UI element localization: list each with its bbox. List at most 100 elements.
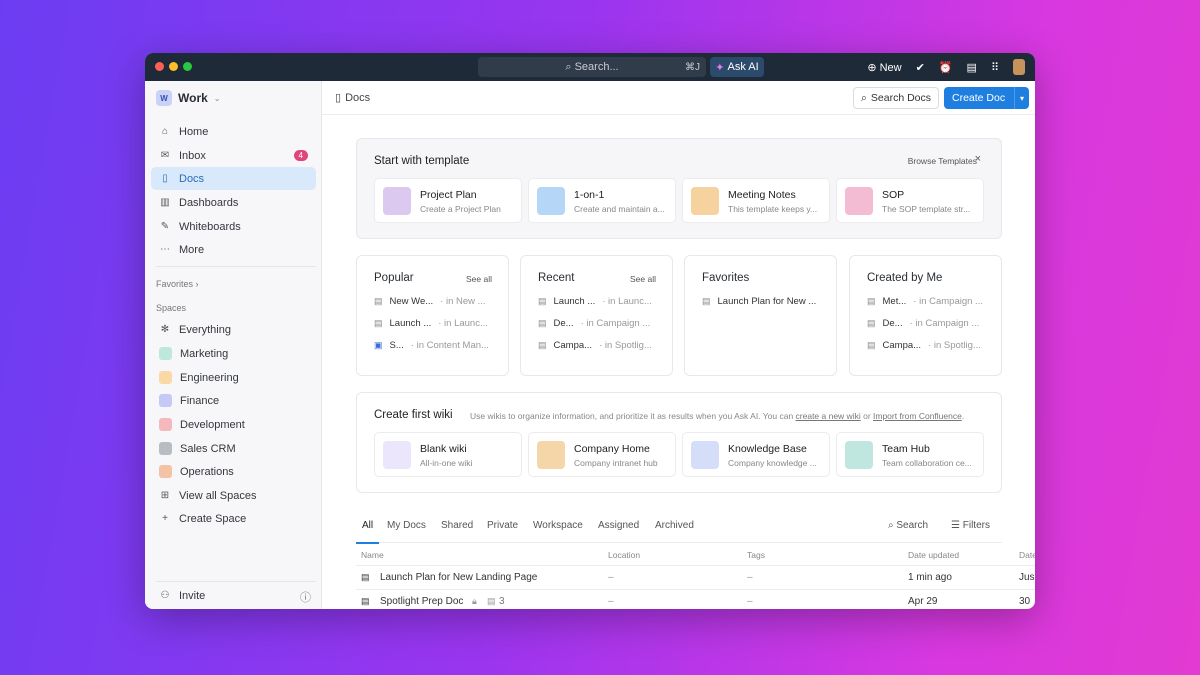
nav-label: Inbox — [179, 149, 206, 162]
table-search-button[interactable]: ⌕ Search — [888, 520, 929, 531]
wiki-card[interactable]: Team Hub Team collaboration ce... — [836, 432, 984, 477]
sidebar-item-dashboards[interactable]: ▥ Dashboards — [151, 191, 316, 214]
template-card[interactable]: 1-on-1 Create and maintain a... — [528, 178, 676, 223]
wiki-thumbnail — [537, 441, 565, 469]
wiki-panel: Create first wiki Use wikis to organize … — [356, 392, 1002, 493]
import-confluence-link[interactable]: Import from Confluence — [873, 411, 962, 421]
see-all-link[interactable]: See all — [630, 274, 656, 284]
space-operations[interactable]: Operations — [151, 460, 316, 483]
sidebar-item-inbox[interactable]: ✉ Inbox 4 — [151, 144, 316, 167]
list-item[interactable]: ▤ De... · in Campaign ... — [538, 318, 650, 329]
template-card[interactable]: SOP The SOP template str... — [836, 178, 984, 223]
chevron-right-icon: › — [195, 279, 199, 289]
list-item[interactable]: ▤ Launch ... · in Launc... — [374, 318, 488, 329]
sidebar-item-docs[interactable]: ▯ Docs — [151, 167, 316, 190]
global-search[interactable]: ⌕ Search... ⌘J — [478, 57, 706, 77]
doc-icon: ▤ — [538, 318, 547, 328]
search-icon: ⌕ — [565, 60, 575, 73]
sidebar-item-whiteboards[interactable]: ✎ Whiteboards — [151, 215, 316, 238]
template-card[interactable]: Project Plan Create a Project Plan — [374, 178, 522, 223]
sidebar-item-home[interactable]: ⌂ Home — [151, 120, 316, 143]
see-all-link[interactable]: See all — [466, 274, 492, 284]
tab-my-docs[interactable]: My Docs — [387, 520, 426, 531]
minimize-window-button[interactable] — [169, 62, 178, 71]
list-item[interactable]: ▤ Campa... · in Spotlig... — [867, 340, 981, 351]
wiki-card[interactable]: Knowledge Base Company knowledge ... — [682, 432, 830, 477]
column-header-tags[interactable]: Tags — [747, 550, 765, 560]
doc-icon: ▤ — [374, 318, 383, 328]
list-item[interactable]: ▤ De... · in Campaign ... — [867, 318, 979, 329]
page-count: 3 — [499, 596, 505, 607]
list-item[interactable]: ▤ Met... · in Campaign ... — [867, 296, 983, 307]
alarm-icon[interactable]: ⏰ — [938, 61, 953, 74]
nav-label: Whiteboards — [179, 220, 241, 233]
avatar[interactable] — [1013, 59, 1025, 75]
view-all-spaces[interactable]: ⊞ View all Spaces — [151, 484, 316, 507]
item-location: · in Spotlig... — [928, 340, 981, 351]
tab-assigned[interactable]: Assigned — [598, 520, 640, 531]
sidebar-item-more[interactable]: ⋯ More — [151, 238, 316, 261]
wiki-title: Knowledge Base — [728, 443, 807, 455]
ask-ai-button[interactable]: ✦ Ask AI — [710, 57, 764, 77]
doc-icon: ▤ — [538, 340, 547, 350]
new-button[interactable]: ⊕ New — [867, 61, 902, 74]
search-docs-button[interactable]: ⌕ Search Docs — [853, 87, 939, 109]
space-development[interactable]: Development — [151, 413, 316, 436]
template-card[interactable]: Meeting Notes This template keeps y... — [682, 178, 830, 223]
tab-all[interactable]: All — [355, 520, 380, 544]
maximize-window-button[interactable] — [183, 62, 192, 71]
apps-grid-icon[interactable]: ⠿ — [990, 61, 999, 74]
create-space[interactable]: + Create Space — [151, 507, 316, 530]
close-window-button[interactable] — [155, 62, 164, 71]
column-header-location[interactable]: Location — [608, 550, 641, 560]
template-desc: This template keeps y... — [728, 204, 818, 214]
tab-private[interactable]: Private — [487, 520, 519, 531]
wiki-card[interactable]: Blank wiki All-in-one wiki — [374, 432, 522, 477]
grid-icon: ⊞ — [160, 490, 170, 501]
tab-shared[interactable]: Shared — [441, 520, 474, 531]
filters-button[interactable]: ☰ Filters — [951, 520, 990, 531]
doc-tabs: All My Docs Shared Private Workspace Ass… — [355, 515, 1002, 544]
chevron-down-icon[interactable]: ▾ — [1014, 87, 1029, 109]
workspace-switcher[interactable]: W Work ⌄ — [156, 90, 221, 106]
list-item[interactable]: ▤ Launch ... · in Launc... — [538, 296, 652, 307]
list-item[interactable]: ▤ Campa... · in Spotlig... — [538, 340, 652, 351]
space-label: Finance — [180, 394, 220, 407]
view-all-label: View all Spaces — [179, 489, 257, 502]
close-icon[interactable]: × — [974, 153, 981, 165]
list-item[interactable]: ▤ Launch Plan for New ... — [702, 296, 816, 307]
space-sales-crm[interactable]: Sales CRM — [151, 437, 316, 460]
list-item[interactable]: ▤ New We... · in New ... — [374, 296, 486, 307]
notepad-icon[interactable]: ▤ — [966, 61, 977, 74]
column-header-name[interactable]: Name — [361, 550, 384, 560]
help-icon[interactable]: ⓘ — [300, 592, 311, 604]
item-name: Launch ... — [553, 296, 596, 307]
wiki-card[interactable]: Company Home Company intranet hub — [528, 432, 676, 477]
tab-workspace[interactable]: Workspace — [533, 520, 583, 531]
search-placeholder: Search... — [574, 61, 619, 73]
browse-templates-link[interactable]: Browse Templates — [907, 156, 977, 166]
space-finance[interactable]: Finance — [151, 389, 316, 412]
invite-button[interactable]: ⚇ Invite — [151, 584, 316, 607]
space-label: Marketing — [180, 347, 229, 360]
check-icon[interactable]: ✔ — [915, 61, 925, 74]
table-row[interactable]: ▤ Launch Plan for New Landing Page – – 1… — [356, 565, 1035, 589]
template-panel-title: Start with template — [374, 155, 470, 167]
column-header-date-updated[interactable]: Date updated — [908, 550, 960, 560]
template-title: Project Plan — [420, 189, 477, 201]
space-marketing[interactable]: Marketing — [151, 342, 316, 365]
create-wiki-link[interactable]: create a new wiki — [795, 411, 861, 421]
create-doc-button[interactable]: Create Doc ▾ — [944, 87, 1029, 109]
space-everything[interactable]: ✻ Everything — [151, 318, 316, 341]
space-engineering[interactable]: Engineering — [151, 366, 316, 389]
breadcrumb[interactable]: ▯ Docs — [335, 91, 370, 105]
column-header-date[interactable]: Date — [1019, 550, 1035, 560]
doc-tags: – — [747, 596, 753, 607]
item-name: Launch Plan for New ... — [717, 296, 817, 307]
wiki-title: Blank wiki — [420, 443, 467, 455]
table-row[interactable]: ▤ Spotlight Prep Doc 🔒︎ ▤ 3 – – Apr 29 3… — [356, 589, 1035, 609]
doc-icon: ▤ — [374, 296, 383, 306]
favorites-section[interactable]: Favorites › — [156, 279, 199, 289]
tab-archived[interactable]: Archived — [655, 520, 694, 531]
list-item[interactable]: ▣ S... · in Content Man... — [374, 340, 489, 351]
